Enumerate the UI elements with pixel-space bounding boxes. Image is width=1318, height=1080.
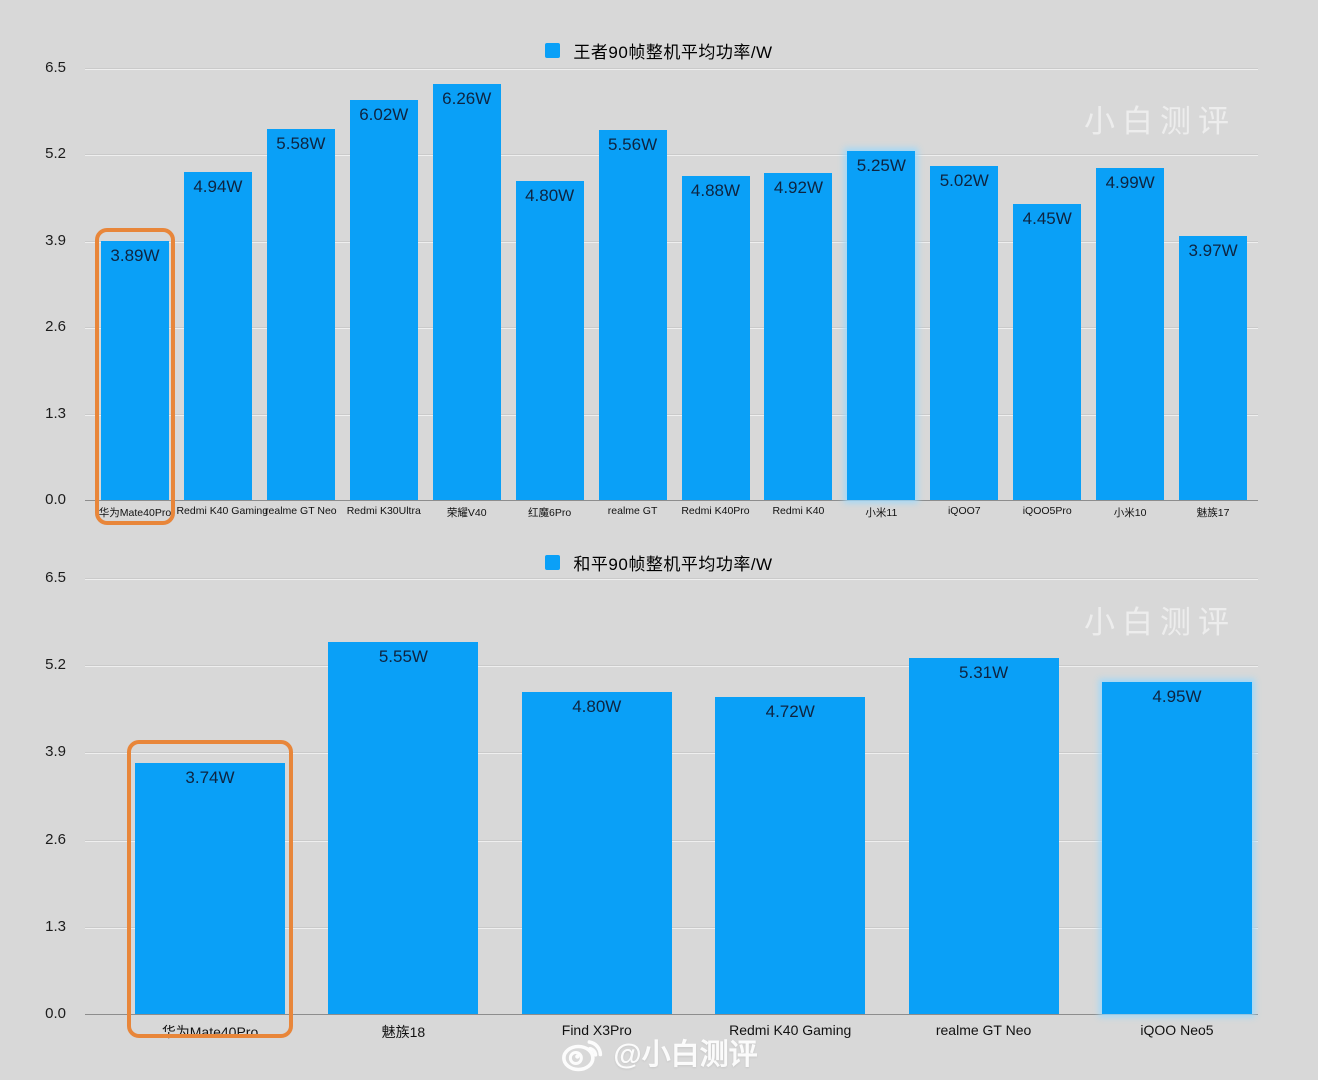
bar-Redmi K40: 4.92W bbox=[764, 173, 833, 500]
bar-value-label: 4.80W bbox=[572, 697, 622, 717]
chart-title-row: 和平90帧整机平均功率/W bbox=[0, 550, 1318, 575]
bar-Redmi K30Ultra: 6.02W bbox=[349, 99, 418, 500]
gridline bbox=[85, 413, 1258, 415]
x-axis-label: iQOO5Pro bbox=[1022, 505, 1072, 517]
x-axis-label: Redmi K40Pro bbox=[681, 505, 750, 517]
bar-value-label: 5.25W bbox=[856, 156, 906, 176]
x-axis-label: 魅族17 bbox=[1196, 507, 1230, 519]
bar-小米10: 4.99W bbox=[1096, 168, 1165, 500]
highlight-box bbox=[127, 740, 293, 1038]
bar-value-label: 5.55W bbox=[378, 646, 428, 666]
footer-watermark: @小白测评 bbox=[560, 1030, 758, 1074]
bar-value-label: 6.26W bbox=[442, 88, 492, 108]
bar-华为Mate40Pro: 3.89W bbox=[101, 241, 169, 500]
bar-Find X3Pro: 4.80W bbox=[521, 692, 672, 1014]
x-axis-label: 荣耀V40 bbox=[446, 507, 487, 519]
bar-value-label: 6.02W bbox=[359, 104, 409, 124]
x-axis-label: 华为Mate40Pro bbox=[98, 507, 172, 519]
x-axis-label: realme GT Neo bbox=[935, 1022, 1032, 1038]
x-axis-label: realme GT Neo bbox=[265, 505, 337, 517]
gridline bbox=[85, 240, 1258, 242]
bar-realme GT Neo: 5.31W bbox=[908, 657, 1059, 1014]
y-tick-label: 6.5 bbox=[45, 569, 66, 586]
x-axis-label: realme GT bbox=[607, 505, 658, 517]
x-axis-line bbox=[85, 500, 1258, 501]
y-tick-label: 6.5 bbox=[45, 59, 66, 76]
bar-iQOO5Pro: 4.45W bbox=[1013, 204, 1082, 500]
y-tick-label: 5.2 bbox=[45, 656, 66, 674]
y-tick-label: 1.3 bbox=[45, 917, 66, 935]
bar-魅族18: 5.55W bbox=[328, 641, 479, 1014]
gridline bbox=[85, 68, 1258, 69]
bar-Redmi K40 Gaming: 4.72W bbox=[715, 697, 866, 1014]
watermark-text: 小白测评 bbox=[1084, 605, 1236, 640]
bar-红魔6Pro: 4.80W bbox=[515, 180, 584, 500]
bar-value-label: 4.99W bbox=[1105, 173, 1155, 193]
chart-title: 和平90帧整机平均功率/W bbox=[573, 555, 773, 574]
bar-华为Mate40Pro: 3.74W bbox=[135, 763, 285, 1014]
x-axis-label: Redmi K40 Gaming bbox=[176, 505, 269, 517]
bar-value-label: 3.74W bbox=[185, 768, 235, 788]
bar-value-label: 3.89W bbox=[110, 246, 160, 266]
x-axis-line bbox=[85, 1014, 1258, 1015]
bar-value-label: 4.92W bbox=[773, 178, 823, 197]
bar-value-label: 4.80W bbox=[525, 185, 575, 205]
x-axis-label: Redmi K40 bbox=[772, 505, 825, 517]
y-tick-label: 5.2 bbox=[45, 145, 66, 163]
y-tick-label: 0.0 bbox=[45, 1005, 66, 1022]
bar-realme GT Neo: 5.58W bbox=[266, 129, 335, 500]
highlight-box bbox=[95, 228, 175, 525]
x-axis-label: 魅族18 bbox=[381, 1024, 426, 1040]
bar-iQOO7: 5.02W bbox=[930, 166, 999, 500]
x-axis-label: Find X3Pro bbox=[561, 1022, 632, 1038]
bar-荣耀V40: 6.26W bbox=[432, 83, 501, 500]
bar-value-label: 4.95W bbox=[1152, 686, 1202, 706]
bar-Redmi K40 Gaming: 4.94W bbox=[183, 171, 252, 500]
bar-value-label: 5.58W bbox=[276, 134, 326, 154]
gridline bbox=[85, 665, 1258, 667]
bar-iQOO Neo5: 4.95W bbox=[1102, 681, 1252, 1014]
x-axis-label: 小米10 bbox=[1113, 507, 1147, 519]
y-tick-label: 3.9 bbox=[45, 231, 66, 249]
legend-marker bbox=[545, 43, 561, 58]
y-tick-label: 0.0 bbox=[45, 491, 66, 508]
x-axis-label: iQOO7 bbox=[947, 505, 981, 517]
x-axis-label: iQOO Neo5 bbox=[1140, 1022, 1214, 1038]
x-axis-label: 小米11 bbox=[865, 507, 898, 519]
bar-魅族17: 3.97W bbox=[1179, 236, 1248, 500]
chart-title-row: 王者90帧整机平均功率/W bbox=[0, 38, 1318, 63]
y-tick-label: 2.6 bbox=[45, 830, 66, 848]
gridline bbox=[85, 327, 1258, 329]
gridline bbox=[85, 154, 1258, 156]
bar-小米11: 5.25W bbox=[847, 151, 916, 500]
bar-value-label: 5.56W bbox=[608, 135, 658, 155]
bar-value-label: 5.31W bbox=[959, 662, 1009, 682]
gridline bbox=[85, 578, 1258, 579]
bar-value-label: 4.88W bbox=[690, 180, 741, 200]
x-axis-label: Redmi K30Ultra bbox=[346, 505, 421, 517]
y-tick-label: 2.6 bbox=[45, 318, 66, 336]
bar-value-label: 4.94W bbox=[193, 176, 243, 196]
y-tick-label: 3.9 bbox=[45, 743, 66, 761]
bar-value-label: 4.72W bbox=[765, 702, 815, 722]
bar-value-label: 4.45W bbox=[1022, 209, 1072, 229]
chart-title: 王者90帧整机平均功率/W bbox=[573, 43, 773, 62]
bar-Redmi K40Pro: 4.88W bbox=[681, 175, 750, 500]
y-tick-label: 1.3 bbox=[45, 404, 66, 422]
bar-value-label: 5.02W bbox=[939, 171, 989, 191]
x-axis-label: Redmi K40 Gaming bbox=[729, 1022, 852, 1038]
bar-realme GT: 5.56W bbox=[598, 130, 667, 500]
legend-marker bbox=[545, 555, 561, 570]
weibo-icon bbox=[560, 1030, 606, 1074]
footer-handle: @小白测评 bbox=[613, 1039, 758, 1071]
watermark-text: 小白测评 bbox=[1084, 104, 1236, 139]
bar-value-label: 3.97W bbox=[1188, 241, 1238, 261]
x-axis-label: 红魔6Pro bbox=[528, 507, 572, 519]
